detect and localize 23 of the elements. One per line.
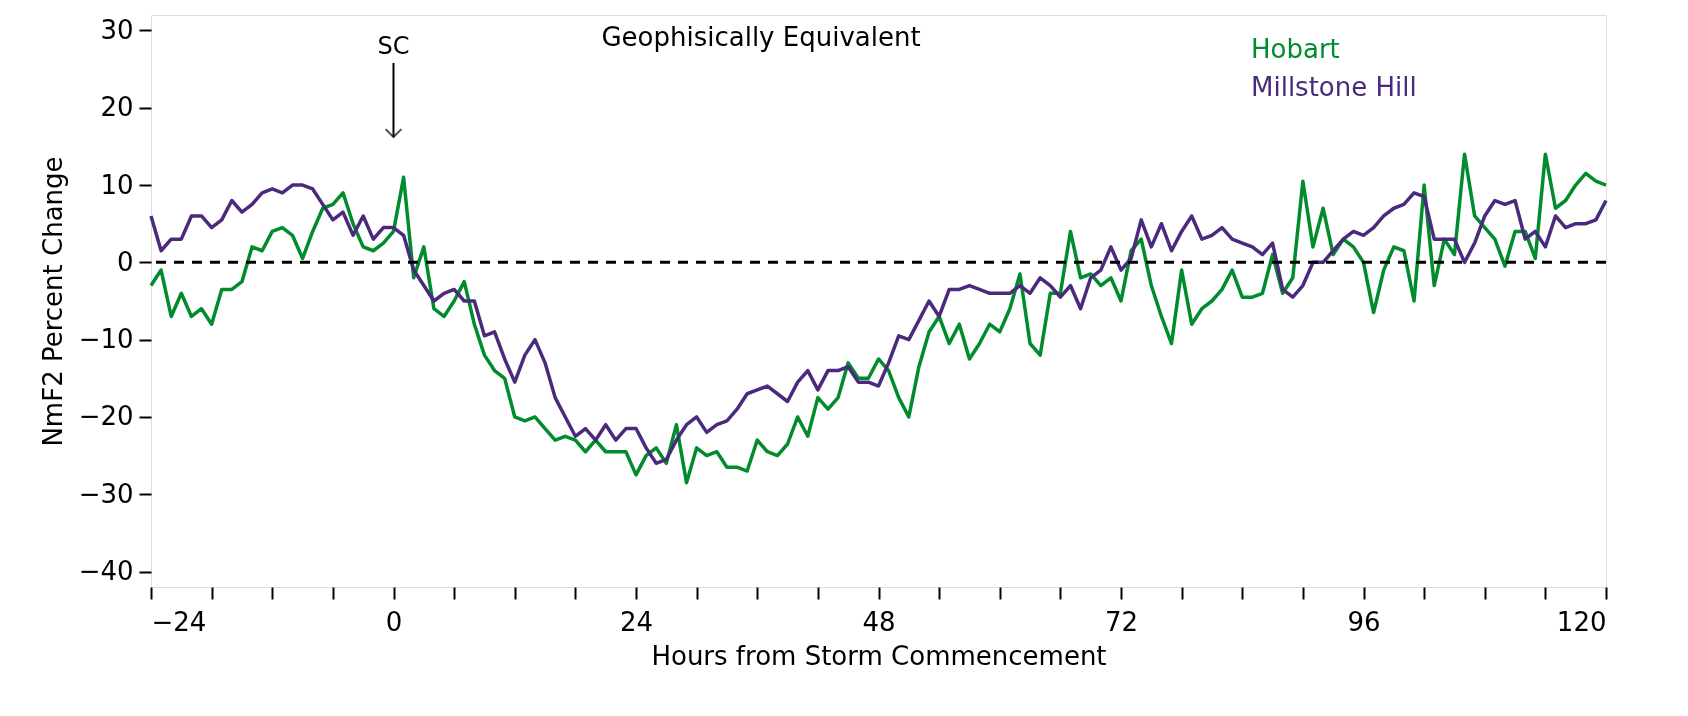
y-tick-label: −40 — [78, 556, 134, 587]
text: Hobart — [1251, 34, 1340, 64]
y-tick-label: 10 — [100, 169, 134, 200]
y-tick-label: 30 — [100, 14, 134, 45]
y-tick-label: 0 — [116, 246, 134, 277]
annotation: SC — [377, 32, 410, 60]
x-tick-label: 96 — [1347, 606, 1381, 637]
x-tick-label: 48 — [862, 606, 896, 637]
chart-title: Geophisically Equivalent — [601, 22, 921, 52]
x-tick-label: 120 — [1556, 606, 1607, 637]
y-axis-title: NmF2 Percent Change — [37, 156, 68, 447]
y-tick-label: −20 — [78, 401, 134, 432]
x-tick-label: 0 — [385, 606, 403, 637]
x-tick-label: 72 — [1104, 606, 1139, 637]
y-tick-label: 20 — [100, 92, 134, 123]
text: Millstone Hill — [1251, 72, 1417, 102]
x-axis-title: Hours from Storm Commencement — [651, 640, 1107, 671]
y-tick-label: −10 — [78, 324, 134, 355]
line-series — [149, 152, 1608, 485]
x-tick-label: −24 — [151, 606, 207, 637]
y-tick-label: −30 — [78, 478, 134, 509]
x-tick-label: 24 — [619, 606, 654, 637]
line-series — [149, 183, 1608, 466]
